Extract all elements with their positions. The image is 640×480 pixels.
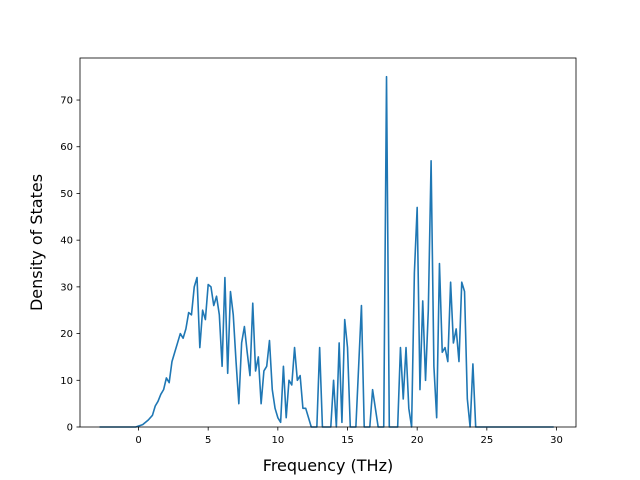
y-tick-label: 70 (60, 96, 73, 107)
y-tick-label: 40 (60, 236, 73, 247)
x-tick-label: 15 (341, 435, 354, 446)
y-tick-label: 0 (67, 423, 73, 434)
x-tick-label: 30 (550, 435, 563, 446)
x-axis-ticks: 0 5 10 15 20 25 30 (135, 427, 563, 446)
x-axis-label: Frequency (THz) (263, 456, 393, 475)
dos-series-line (99, 75, 554, 428)
x-tick-label: 20 (411, 435, 424, 446)
y-tick-label: 60 (60, 142, 73, 153)
plot-area (80, 58, 576, 427)
y-axis-label: Density of States (27, 174, 46, 311)
y-tick-label: 20 (60, 329, 73, 340)
x-tick-label: 0 (135, 435, 141, 446)
y-axis-ticks: 0 10 20 30 40 50 60 70 (60, 96, 80, 434)
y-tick-label: 10 (60, 376, 73, 387)
plot-frame (79, 57, 577, 428)
x-tick-label: 5 (205, 435, 211, 446)
x-tick-label: 25 (480, 435, 493, 446)
y-tick-label: 30 (60, 282, 73, 293)
x-tick-label: 10 (271, 435, 284, 446)
y-tick-label: 50 (60, 189, 73, 200)
